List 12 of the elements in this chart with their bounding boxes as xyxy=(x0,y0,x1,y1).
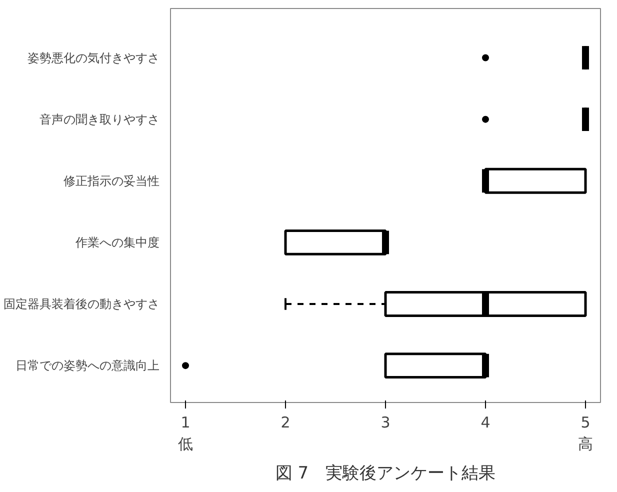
y-tick-label: 日常での姿勢への意識向上 xyxy=(16,358,160,373)
x-tick-label: 4 xyxy=(480,414,490,432)
x-tick-label: 1 低 xyxy=(178,414,193,454)
y-tick-label: 姿勢悪化の気付きやすさ xyxy=(28,50,160,65)
x-tick-label: 2 xyxy=(280,414,290,432)
y-tick-label: 作業への集中度 xyxy=(74,235,160,250)
y-tick-label: 音声の聞き取りやすさ xyxy=(40,112,160,126)
x-tick-label: 5 高 xyxy=(578,414,593,454)
x-tick-label: 3 xyxy=(380,414,390,432)
y-tick-label: 修正指示の妥当性 xyxy=(64,174,160,188)
caption: 図 7 実験後アンケート結果 xyxy=(275,464,496,484)
y-tick-label: 固定器具装着後の動きやすさ xyxy=(4,297,160,311)
